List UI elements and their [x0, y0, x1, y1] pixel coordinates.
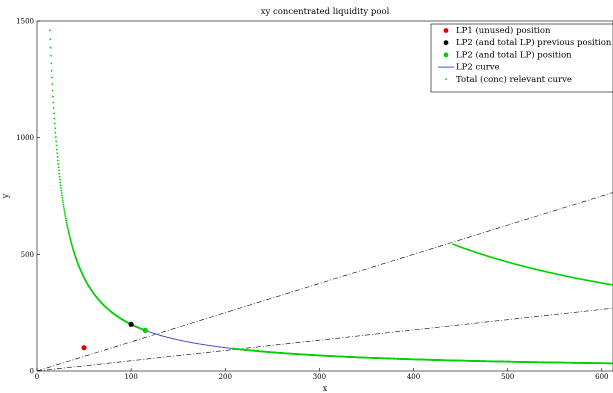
total-curve-point	[60, 189, 63, 192]
total-curve-point	[65, 219, 68, 222]
total-curve-point	[61, 199, 64, 202]
total-curve-point	[58, 169, 60, 172]
legend-marker	[443, 28, 449, 33]
total-curve-point	[65, 221, 68, 224]
total-curve-point	[66, 226, 69, 229]
total-curve-point	[62, 201, 64, 204]
total-curve-point	[51, 89, 54, 92]
total-curve-point	[69, 238, 72, 241]
total-curve-point	[62, 203, 65, 206]
position-marker	[128, 321, 134, 327]
reference-line	[37, 192, 613, 371]
plot-area: 0100200300400500600700050010001500	[16, 18, 613, 381]
lp2-curve-line	[130, 323, 235, 350]
x-tick-label: 0	[35, 373, 39, 381]
position-marker	[81, 345, 87, 351]
total-curve-point	[63, 208, 66, 210]
total-curve-point	[51, 83, 54, 86]
total-curve-point	[68, 232, 70, 235]
y-tick-label: 1500	[16, 18, 34, 26]
total-curve-point	[53, 122, 56, 125]
legend-label: LP1 (unused) position	[456, 25, 551, 36]
total-curve-point	[58, 172, 61, 175]
legend-marker	[443, 40, 449, 46]
legend-label: LP2 (and total LP) previous position	[456, 37, 612, 48]
total-curve-point	[50, 62, 53, 65]
total-curve-point	[50, 54, 52, 57]
total-curve-point	[63, 210, 66, 212]
total-curve-point	[50, 69, 53, 72]
total-curve-point	[55, 140, 58, 143]
total-curve-point	[57, 166, 60, 169]
total-curve-point	[58, 175, 61, 178]
total-curve-point	[56, 152, 59, 155]
total-curve-point	[64, 215, 67, 218]
x-tick-label: 600	[595, 373, 608, 381]
legend-box	[430, 23, 613, 93]
position-marker	[142, 327, 148, 333]
total-curve-point	[59, 181, 62, 184]
chart-title: xy concentrated liquidity pool	[261, 7, 390, 17]
total-curve-point	[66, 224, 69, 227]
total-curve-point	[53, 112, 55, 115]
total-curve-point	[67, 231, 70, 233]
legend-marker	[443, 52, 449, 58]
total-curve-point	[49, 38, 52, 41]
total-curve-point	[51, 76, 53, 79]
total-curve-point	[54, 136, 57, 139]
x-axis-label: x	[323, 384, 328, 393]
x-tick-label: 500	[501, 373, 514, 381]
total-curve-point	[59, 184, 62, 187]
total-curve-point	[67, 229, 70, 232]
x-tick-label: 300	[313, 373, 326, 381]
total-curve-point	[68, 235, 71, 238]
y-tick-label: 1000	[16, 134, 34, 142]
total-curve-point	[54, 131, 57, 134]
total-curve-point	[62, 205, 65, 208]
total-curve-point	[64, 217, 67, 220]
total-curve-point	[56, 156, 59, 158]
total-curve-point	[55, 148, 58, 151]
total-curve-point	[64, 214, 67, 216]
total-curve-point	[52, 107, 55, 109]
y-tick-label: 0	[30, 368, 34, 376]
total-curve-point	[68, 234, 71, 236]
total-curve-point	[67, 228, 69, 230]
total-curve-point	[56, 159, 59, 162]
x-tick-label: 400	[407, 373, 420, 381]
total-curve-point	[53, 117, 56, 120]
total-curve-point	[54, 127, 56, 130]
y-axis-label: y	[1, 193, 10, 199]
plot-frame	[36, 20, 613, 372]
total-curve-point	[48, 21, 51, 22]
legend-label: Total (conc) relevant curve	[456, 74, 572, 85]
legend-label: LP2 curve	[456, 63, 500, 73]
x-tick-label: 100	[124, 373, 137, 381]
total-curve-point	[65, 223, 68, 225]
total-curve-point	[48, 29, 51, 32]
total-curve-point	[69, 237, 71, 239]
total-curve-point	[49, 46, 52, 49]
legend-label: LP2 (and total LP) position	[456, 49, 572, 60]
total-curve-point	[63, 212, 66, 214]
total-curve-point	[55, 144, 58, 147]
legend-marker	[445, 78, 447, 81]
total-curve-point	[60, 186, 62, 189]
total-curve-point	[60, 192, 63, 194]
total-curve-point	[59, 178, 61, 181]
total-curve-point	[61, 194, 63, 197]
x-tick-label: 200	[219, 373, 232, 381]
total-curve-point	[52, 101, 55, 104]
total-curve-point	[61, 197, 64, 199]
y-tick-label: 500	[21, 251, 34, 259]
total-curve-point	[57, 163, 60, 165]
total-curve-point	[52, 95, 54, 98]
